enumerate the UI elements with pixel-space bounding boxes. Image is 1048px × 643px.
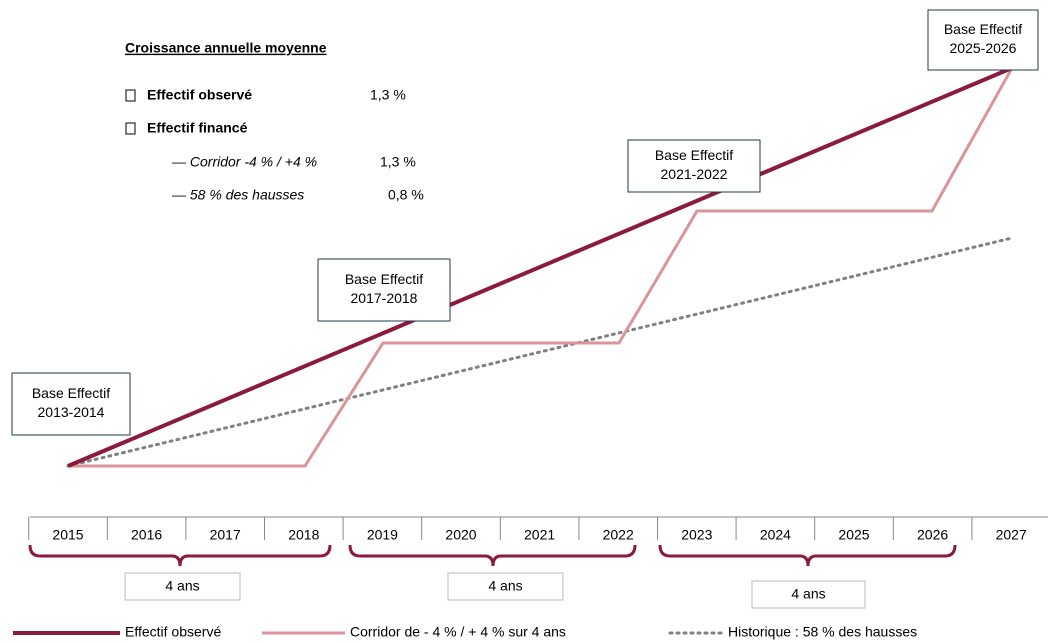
base-box [11, 372, 131, 436]
year-label: 2020 [445, 527, 476, 543]
period-label: 4 ans [791, 586, 825, 602]
item-label: — Corridor -4 % / +4 % [171, 154, 317, 170]
brace [658, 544, 957, 567]
base-label: 2021-2022 [661, 166, 728, 182]
item-value: 0,8 % [388, 187, 424, 203]
base-box [627, 139, 761, 193]
period-label: 4 ans [488, 578, 522, 594]
bullet [125, 122, 136, 135]
corridor-line [68, 67, 1014, 468]
legend-label: Historique : 58 % des hausses [728, 624, 917, 640]
base-label: 2025-2026 [950, 40, 1017, 56]
item-label: Effectif observé [147, 87, 252, 103]
summary-title: Croissance annuelle moyenne [125, 40, 327, 56]
year-label: 2018 [288, 527, 319, 543]
base-label: Base Effectif [345, 271, 423, 287]
period-box [751, 580, 866, 609]
year-label: 2019 [367, 527, 398, 543]
base-box [317, 258, 451, 322]
legend-label: Corridor de - 4 % / + 4 % sur 4 ans [350, 624, 566, 640]
item-label: Effectif financé [147, 120, 248, 136]
base-label: Base Effectif [944, 21, 1022, 37]
brace [28, 544, 332, 567]
year-label: 2024 [760, 527, 791, 543]
item-value: 1,3 % [380, 154, 416, 170]
years: 2015 2016 2017 2018 2019 2020 2021 2022 2023 2024… [28, 517, 1027, 543]
year-label: 2017 [210, 527, 241, 543]
bullet [125, 89, 136, 102]
legend-label: Effectif observé [125, 624, 221, 640]
base-label: 2013-2014 [38, 404, 105, 420]
base-label: Base Effectif [32, 385, 110, 401]
year-label: 2022 [603, 527, 634, 543]
observed-line [67, 66, 1013, 468]
periods: 4 ans 4 ans 4 ans [124, 572, 866, 609]
year-label: 2015 [52, 527, 83, 543]
year-label: 2025 [838, 527, 869, 543]
period-label: 4 ans [165, 578, 199, 594]
legend: Effectif observé Corridor de - 4 % / + 4… [13, 624, 917, 640]
historic-line [66, 236, 1014, 468]
year-label: 2016 [131, 527, 162, 543]
year-label: 2021 [524, 527, 555, 543]
base-box [927, 9, 1039, 71]
item-value: 1,3 % [370, 87, 406, 103]
period-box [447, 572, 564, 601]
period-box [124, 572, 241, 601]
item-label: — 58 % des hausses [171, 187, 304, 203]
brace [348, 544, 637, 567]
base-boxes: Base Effectif 2013-2014 Base Effectif 2017-… [11, 9, 1039, 436]
summary: Croissance annuelle moyenne Effectif obs… [125, 40, 424, 203]
year-label: 2026 [917, 527, 948, 543]
year-label: 2027 [996, 527, 1027, 543]
braces [28, 544, 957, 567]
year-label: 2023 [681, 527, 712, 543]
base-label: 2017-2018 [351, 290, 418, 306]
base-label: Base Effectif [655, 147, 733, 163]
